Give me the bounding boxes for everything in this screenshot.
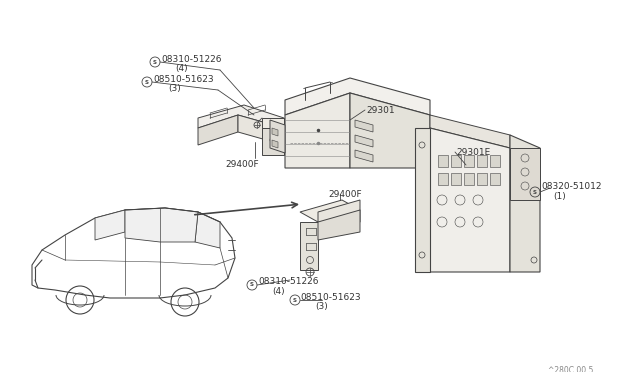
- Polygon shape: [355, 135, 373, 147]
- Polygon shape: [270, 120, 285, 153]
- Text: 08320-51012: 08320-51012: [541, 182, 602, 191]
- Polygon shape: [300, 200, 360, 222]
- Text: 29301E: 29301E: [456, 148, 490, 157]
- Polygon shape: [490, 173, 500, 185]
- Polygon shape: [125, 208, 198, 242]
- Text: (3): (3): [168, 84, 180, 93]
- Polygon shape: [355, 150, 373, 162]
- Text: 29400F: 29400F: [225, 160, 259, 169]
- Text: S: S: [153, 60, 157, 64]
- Polygon shape: [262, 118, 284, 128]
- Text: (3): (3): [315, 302, 328, 311]
- Polygon shape: [95, 210, 125, 240]
- Polygon shape: [438, 155, 448, 167]
- Text: S: S: [533, 189, 537, 195]
- Polygon shape: [490, 155, 500, 167]
- Polygon shape: [464, 155, 474, 167]
- Polygon shape: [430, 128, 510, 272]
- Polygon shape: [355, 120, 373, 132]
- Text: 08510-51623: 08510-51623: [153, 75, 214, 84]
- Polygon shape: [285, 78, 430, 115]
- Text: 08310-51226: 08310-51226: [161, 55, 221, 64]
- Polygon shape: [262, 128, 284, 155]
- Polygon shape: [238, 115, 284, 145]
- Text: (1): (1): [553, 192, 566, 201]
- Polygon shape: [198, 105, 284, 128]
- Polygon shape: [464, 173, 474, 185]
- Text: S: S: [250, 282, 254, 288]
- Text: S: S: [145, 80, 149, 84]
- Text: 29301: 29301: [366, 106, 395, 115]
- Polygon shape: [451, 155, 461, 167]
- Polygon shape: [477, 155, 487, 167]
- Polygon shape: [510, 135, 540, 272]
- Text: 08510-51623: 08510-51623: [300, 293, 360, 302]
- Polygon shape: [451, 173, 461, 185]
- Polygon shape: [318, 210, 360, 240]
- Polygon shape: [318, 200, 360, 222]
- Text: 29400F: 29400F: [328, 190, 362, 199]
- Polygon shape: [195, 212, 220, 248]
- Polygon shape: [198, 115, 238, 145]
- Polygon shape: [415, 128, 430, 272]
- Polygon shape: [430, 115, 510, 148]
- Polygon shape: [510, 148, 540, 200]
- Text: ^280C 00 5: ^280C 00 5: [548, 366, 593, 372]
- Text: (4): (4): [272, 287, 285, 296]
- Polygon shape: [285, 93, 350, 168]
- Polygon shape: [300, 222, 318, 270]
- Polygon shape: [438, 173, 448, 185]
- Text: (4): (4): [175, 64, 188, 73]
- Text: 08310-51226: 08310-51226: [258, 277, 319, 286]
- Polygon shape: [272, 140, 278, 148]
- Polygon shape: [272, 128, 278, 136]
- Polygon shape: [477, 173, 487, 185]
- Polygon shape: [350, 93, 430, 168]
- Text: S: S: [293, 298, 297, 302]
